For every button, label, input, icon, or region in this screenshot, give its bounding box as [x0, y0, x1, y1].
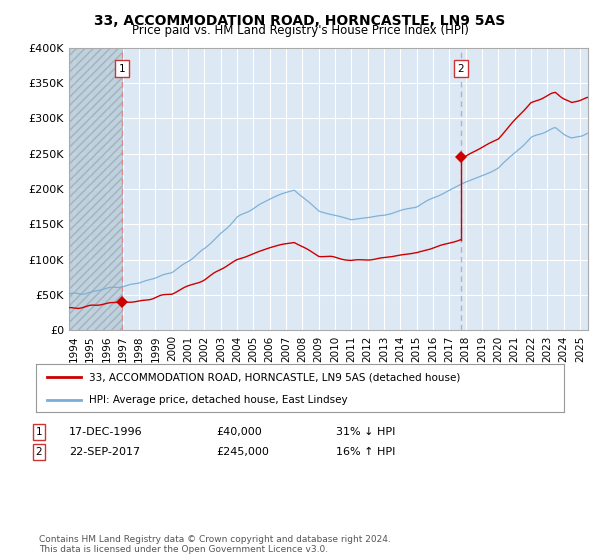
Text: 33, ACCOMMODATION ROAD, HORNCASTLE, LN9 5AS: 33, ACCOMMODATION ROAD, HORNCASTLE, LN9 … [94, 14, 506, 28]
Text: £245,000: £245,000 [216, 447, 269, 457]
Text: Price paid vs. HM Land Registry's House Price Index (HPI): Price paid vs. HM Land Registry's House … [131, 24, 469, 37]
Text: 17-DEC-1996: 17-DEC-1996 [69, 427, 143, 437]
Text: 2: 2 [458, 64, 464, 74]
Text: 16% ↑ HPI: 16% ↑ HPI [336, 447, 395, 457]
Text: 2: 2 [35, 447, 43, 457]
Text: 33, ACCOMMODATION ROAD, HORNCASTLE, LN9 5AS (detached house): 33, ACCOMMODATION ROAD, HORNCASTLE, LN9 … [89, 372, 460, 382]
Text: 1: 1 [35, 427, 43, 437]
Text: Contains HM Land Registry data © Crown copyright and database right 2024.
This d: Contains HM Land Registry data © Crown c… [39, 535, 391, 554]
Text: 1: 1 [119, 64, 125, 74]
Bar [69, 48, 122, 330]
Text: 22-SEP-2017: 22-SEP-2017 [69, 447, 140, 457]
Text: £40,000: £40,000 [216, 427, 262, 437]
Text: 31% ↓ HPI: 31% ↓ HPI [336, 427, 395, 437]
Text: HPI: Average price, detached house, East Lindsey: HPI: Average price, detached house, East… [89, 395, 347, 405]
